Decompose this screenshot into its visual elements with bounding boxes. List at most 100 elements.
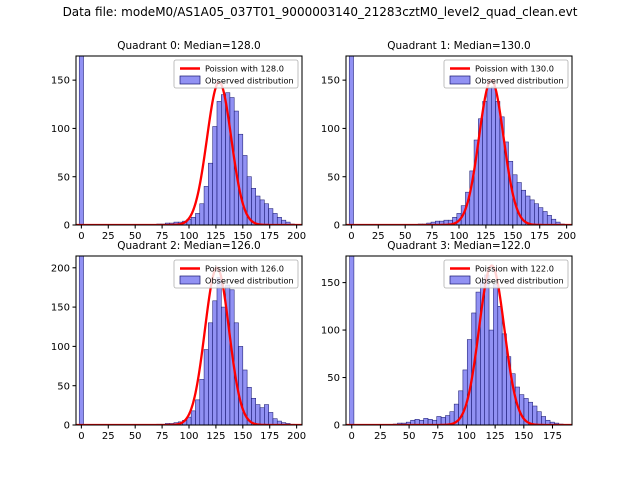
legend: Poission with 128.0 Observed distribution [173,59,299,89]
x-tick-label: 25 [374,431,387,442]
poisson-fit-line [346,264,572,425]
legend-patch-swatch [449,75,471,85]
histogram-bar [493,284,499,425]
histogram-bar [203,349,209,425]
histogram-bar [534,203,539,225]
y-axis: 0 50 100 150 [321,76,346,232]
y-tick-label: 0 [334,421,340,432]
histogram-bar [536,411,542,425]
x-tick-label: 150 [233,431,252,442]
x-tick-label: 150 [233,231,252,242]
x-tick-label: 100 [179,231,198,242]
histogram-bar [203,186,209,225]
histogram-bar [491,86,496,225]
legend: Poission with 126.0 Observed distribution [173,259,299,289]
histogram-bar [462,369,468,425]
x-tick-label: 175 [260,431,279,442]
y-tick-label: 150 [51,76,70,87]
x-tick-label: 50 [403,431,416,442]
x-tick-label: 200 [287,231,306,242]
y-tick-label: 50 [327,373,340,384]
legend-label-observed: Observed distribution [205,276,294,286]
histogram-bar [528,401,533,425]
histogram-bar [195,399,201,425]
histogram-bar [348,56,354,225]
x-tick-label: 175 [530,231,549,242]
subplot-title: Quadrant 1: Median=130.0 [387,40,530,52]
x-axis: 0 25 50 75 100 125 150 175 [349,425,562,442]
x-tick-label: 150 [514,431,533,442]
figure-suptitle: Data file: modeM0/AS1A05_037T01_90000031… [62,5,578,19]
poisson-fit-line [76,266,302,425]
legend-box [443,259,569,289]
data-layer [346,256,572,425]
histogram-bar [525,195,531,225]
x-tick-label: 175 [260,231,279,242]
y-tick-label: 100 [321,326,340,337]
x-axis: 0 25 50 75 100 125 150 175 200 [348,225,576,242]
x-tick-label: 125 [486,431,505,442]
histogram-bar [268,208,274,225]
x-tick-label: 125 [476,231,495,242]
histogram-bar [208,322,213,425]
histogram-bar [259,407,265,425]
subplot-title: Quadrant 2: Median=126.0 [117,240,260,252]
x-tick-label: 50 [399,231,412,242]
legend-patch-swatch [179,75,201,85]
legend-label-poisson: Poission with 122.0 [475,264,554,274]
histogram-bar [190,410,196,425]
histogram-bar [221,94,226,225]
histogram-bar [497,306,503,425]
observed-histogram-bars [78,56,295,225]
histogram-bar [212,126,218,225]
legend-label-poisson: Poission with 126.0 [205,264,284,274]
x-tick-label: 175 [543,431,562,442]
y-tick-label: 200 [51,263,70,274]
x-tick-label: 75 [431,431,444,442]
quadrant-2: 0 25 50 75 100 125 150 175 200 0 50 100 150 200 Quadra… [51,240,306,442]
y-tick-label: 0 [64,421,70,432]
histogram-bar [199,379,205,425]
histogram-bar [264,404,269,425]
observed-histogram-bars [78,256,295,425]
observed-histogram-bars [349,256,564,425]
y-axis: 0 50 100 150 200 [51,263,76,432]
x-tick-label: 0 [78,231,84,242]
histogram-bar [190,216,196,225]
legend-patch-swatch [179,275,201,285]
legend-label-observed: Observed distribution [475,276,564,286]
y-tick-label: 100 [51,124,70,135]
legend-patch-swatch [449,275,471,285]
histogram-bar [238,133,244,225]
histogram-bar [255,404,261,425]
y-tick-label: 50 [57,381,70,392]
y-tick-label: 150 [321,76,340,87]
histogram-bar [546,215,552,225]
subplot-title: Quadrant 3: Median=122.0 [387,240,530,252]
histogram-bar [268,412,274,425]
y-tick-label: 100 [51,342,70,353]
histogram-bar [349,256,355,425]
legend-label-observed: Observed distribution [475,76,564,86]
data-layer [76,256,302,425]
y-tick-label: 50 [327,172,340,183]
histogram-bar [216,101,222,225]
x-tick-label: 0 [348,231,354,242]
histogram-bar [538,207,544,225]
histogram-bar [78,56,84,225]
x-tick-label: 100 [449,231,468,242]
legend-label-poisson: Poission with 128.0 [205,64,284,74]
legend: Poission with 130.0 Observed distribution [443,59,569,89]
data-layer [76,56,302,225]
x-tick-label: 200 [557,231,576,242]
histogram-bar [482,101,488,225]
poisson-fit-line [346,78,572,225]
quadrant-0: 0 25 50 75 100 125 150 175 200 0 50 100 150 Quadrant … [51,40,306,242]
histogram-bar [276,216,282,225]
histogram-bar [272,213,278,225]
legend-box [443,59,569,89]
quadrant-3: 0 25 50 75 100 125 150 175 0 50 100 150 Quadrant 3: … [321,240,573,442]
x-tick-label: 75 [156,231,169,242]
y-tick-label: 150 [51,303,70,314]
histogram-bar [259,199,265,225]
